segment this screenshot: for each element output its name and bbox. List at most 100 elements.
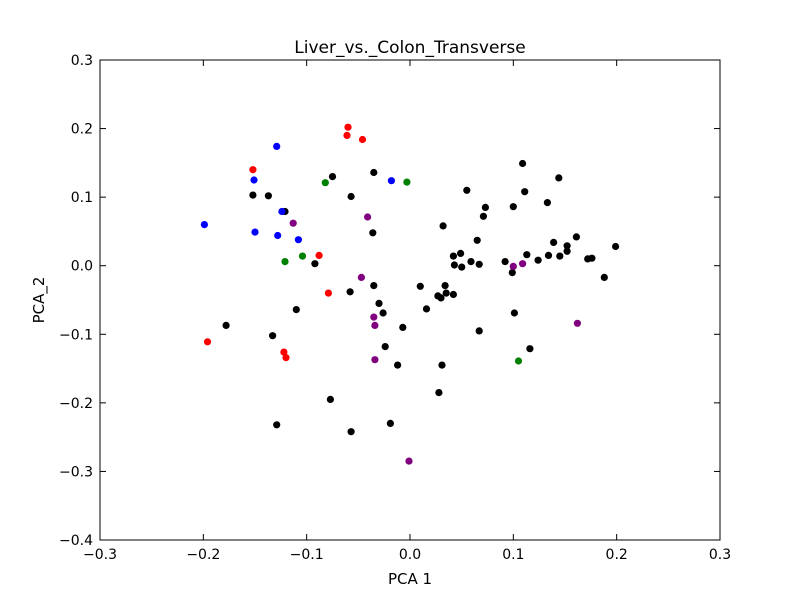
data-point <box>501 258 509 266</box>
data-point <box>399 323 407 331</box>
data-point <box>534 256 542 264</box>
points-layer <box>200 123 620 465</box>
data-point <box>543 199 552 207</box>
x-tick-label: −0.3 <box>83 547 117 563</box>
data-point <box>289 219 297 227</box>
data-point <box>386 419 394 427</box>
plot-frame <box>99 59 721 541</box>
data-point <box>364 213 372 221</box>
data-point <box>370 282 378 290</box>
data-point <box>358 135 367 144</box>
data-point <box>346 288 354 296</box>
data-point <box>555 174 563 182</box>
data-point <box>328 173 337 181</box>
data-point <box>274 231 282 240</box>
data-point <box>298 252 307 260</box>
data-point <box>264 192 272 200</box>
x-tick-label: 0.2 <box>606 547 628 563</box>
data-point <box>294 236 302 244</box>
data-point <box>280 348 288 356</box>
data-point <box>269 332 277 340</box>
data-point <box>250 176 258 184</box>
data-point <box>344 123 352 131</box>
data-point <box>509 262 517 270</box>
data-point <box>347 428 355 436</box>
data-point <box>369 229 377 237</box>
data-point <box>450 261 458 269</box>
data-point <box>588 254 596 262</box>
data-point <box>371 356 379 364</box>
data-point <box>292 306 300 314</box>
data-point <box>563 247 571 255</box>
x-tick-label: −0.2 <box>186 547 220 563</box>
data-point <box>519 159 527 168</box>
data-point <box>387 177 395 185</box>
y-tick-label: 0.2 <box>71 122 93 138</box>
data-point <box>343 131 351 139</box>
data-point <box>550 238 558 246</box>
data-point <box>379 309 387 317</box>
data-point <box>519 260 527 268</box>
data-point <box>544 251 553 259</box>
x-tick-label: −0.1 <box>290 547 324 563</box>
data-point <box>463 186 471 194</box>
data-point <box>573 319 582 327</box>
data-point <box>281 258 289 266</box>
y-tick-label: 0.1 <box>71 190 93 206</box>
data-point <box>375 299 383 307</box>
data-point <box>479 212 487 220</box>
data-point <box>473 236 481 244</box>
data-point <box>403 178 411 186</box>
data-point <box>273 421 281 429</box>
data-point <box>370 313 378 321</box>
y-tick-label: −0.2 <box>59 396 93 412</box>
data-point <box>508 269 516 277</box>
y-tick-label: 0.3 <box>71 53 93 69</box>
data-point <box>324 289 332 297</box>
data-point <box>371 321 379 329</box>
data-point <box>381 343 389 351</box>
data-point <box>526 345 534 353</box>
y-tick-label: 0.0 <box>71 259 93 275</box>
data-point <box>458 263 466 271</box>
data-point <box>251 228 259 236</box>
data-point <box>321 179 329 187</box>
data-point <box>416 282 424 290</box>
data-point <box>449 290 457 299</box>
data-point <box>437 294 445 302</box>
data-point <box>273 142 281 150</box>
chart-title: Liver_vs._Colon_Transverse <box>294 38 525 58</box>
data-point <box>509 203 517 211</box>
data-point <box>467 258 475 266</box>
data-point <box>370 168 378 177</box>
data-point <box>475 327 483 335</box>
data-point <box>439 222 447 230</box>
data-point <box>435 389 443 397</box>
data-point <box>475 260 483 268</box>
x-tick-label: 0.0 <box>399 547 421 563</box>
data-point <box>523 251 531 259</box>
data-point <box>203 338 212 346</box>
data-point <box>563 242 571 250</box>
data-point <box>510 309 518 317</box>
data-point <box>315 251 323 259</box>
data-point <box>311 260 319 268</box>
data-point <box>514 357 523 365</box>
data-point <box>442 289 450 297</box>
data-point <box>612 242 620 251</box>
data-point <box>556 252 564 260</box>
data-point <box>449 252 457 260</box>
data-point <box>357 273 365 281</box>
data-point <box>521 188 529 196</box>
y-axis-title: PCA_2 <box>30 277 49 324</box>
data-point <box>481 203 489 211</box>
x-tick-label: 0.1 <box>502 547 524 563</box>
data-point <box>457 249 465 257</box>
data-point <box>438 361 446 369</box>
data-point <box>278 207 286 216</box>
data-point <box>347 192 355 201</box>
data-point <box>249 191 257 199</box>
data-point <box>422 305 431 313</box>
data-point <box>600 273 608 281</box>
x-axis-title: PCA 1 <box>388 570 432 588</box>
